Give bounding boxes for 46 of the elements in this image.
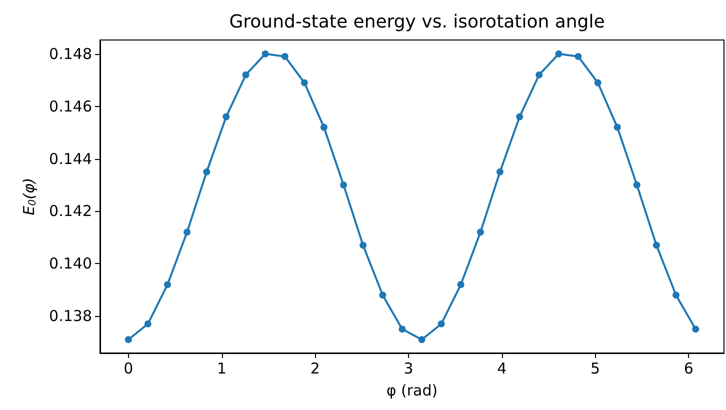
x-tick-label: 0 bbox=[124, 360, 134, 378]
x-tick-label: 1 bbox=[217, 360, 227, 378]
y-tick-label: 0.148 bbox=[49, 44, 92, 63]
y-axis-title: E0(φ) bbox=[20, 178, 38, 216]
point bbox=[281, 53, 288, 60]
point bbox=[398, 326, 406, 333]
x-axis-title: φ (rad) bbox=[386, 382, 438, 400]
point bbox=[555, 50, 562, 58]
point bbox=[594, 79, 602, 86]
y-tick-label: 0.140 bbox=[49, 254, 92, 273]
x-tick-label: 5 bbox=[590, 360, 600, 378]
point bbox=[262, 50, 269, 58]
point bbox=[652, 242, 660, 249]
point bbox=[574, 53, 582, 60]
point bbox=[418, 336, 426, 344]
point bbox=[184, 228, 191, 236]
point bbox=[124, 336, 132, 344]
point bbox=[144, 320, 152, 328]
point bbox=[222, 113, 230, 120]
chart-title: Ground-state energy vs. isorotation angle bbox=[229, 12, 605, 32]
x-tick-label: 2 bbox=[310, 360, 320, 378]
y-tick-label: 0.146 bbox=[49, 97, 92, 116]
x-tick-label: 3 bbox=[404, 360, 414, 378]
point bbox=[379, 292, 386, 299]
point bbox=[457, 281, 464, 288]
point bbox=[320, 124, 328, 131]
point bbox=[516, 113, 524, 120]
point bbox=[633, 181, 640, 188]
y-tick-label: 0.144 bbox=[49, 150, 92, 168]
x-tick-label: 6 bbox=[684, 360, 694, 378]
point bbox=[242, 71, 250, 78]
point bbox=[164, 281, 172, 288]
y-tick-label: 0.142 bbox=[49, 202, 92, 220]
point bbox=[203, 168, 210, 176]
point bbox=[496, 168, 504, 176]
point bbox=[614, 124, 621, 131]
point bbox=[360, 242, 367, 249]
y-tick-label: 0.138 bbox=[49, 307, 92, 326]
point bbox=[340, 181, 348, 188]
point bbox=[692, 326, 700, 333]
point bbox=[476, 228, 484, 236]
point bbox=[536, 71, 543, 78]
point bbox=[438, 320, 445, 328]
point bbox=[672, 292, 680, 299]
point bbox=[300, 79, 308, 86]
x-tick-label: 4 bbox=[497, 360, 507, 378]
